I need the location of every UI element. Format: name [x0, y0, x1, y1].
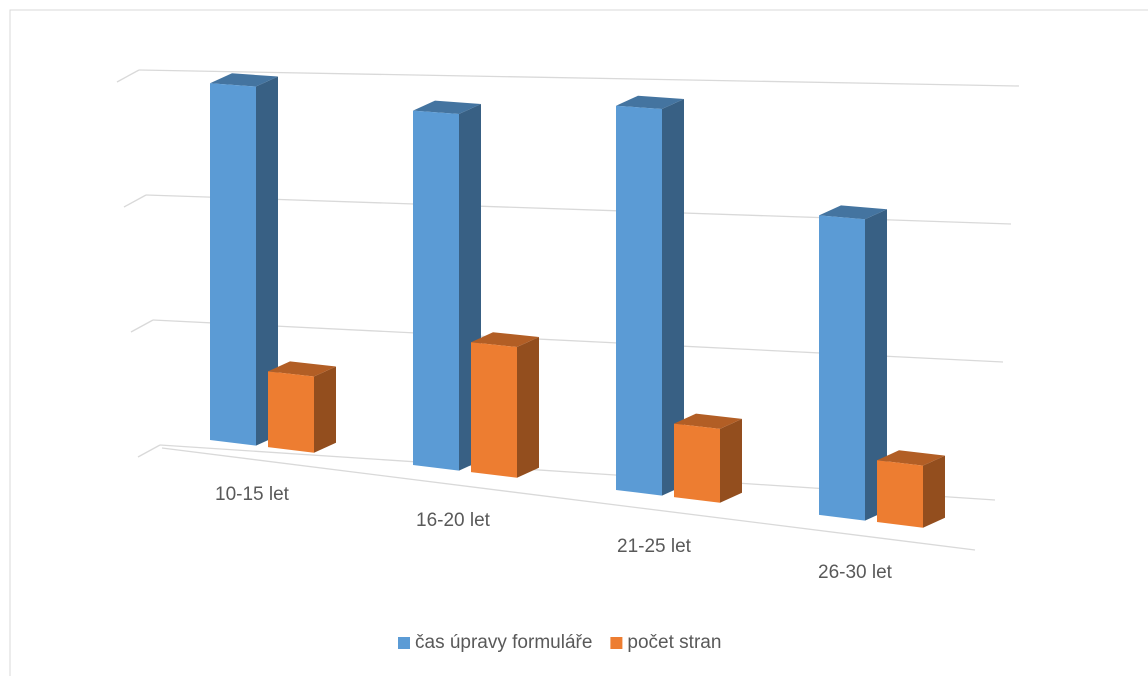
grid-side — [116, 69, 140, 83]
bar — [268, 361, 336, 453]
bar-side — [517, 337, 539, 478]
bar — [877, 450, 945, 528]
bar — [819, 205, 887, 521]
x-tick-label: 16-20 let — [416, 510, 491, 531]
bar-top — [877, 450, 945, 466]
grid-side — [123, 194, 147, 208]
grid-side — [137, 444, 161, 458]
bar-side — [720, 418, 742, 503]
bar-front — [674, 423, 720, 503]
bar-side — [256, 76, 278, 446]
bar-top — [210, 73, 278, 87]
bar-top — [471, 332, 539, 348]
bar-side — [314, 366, 336, 453]
floor-front — [161, 447, 976, 551]
legend-swatch — [398, 637, 410, 649]
bar-top — [616, 95, 684, 109]
bar — [413, 100, 481, 471]
legend-label: počet stran — [627, 632, 721, 653]
bar — [210, 73, 278, 446]
bar — [674, 413, 742, 503]
bar-front — [877, 460, 923, 528]
x-tick-label: 26-30 let — [818, 562, 893, 583]
chart-border — [9, 9, 1148, 676]
bar-top — [413, 100, 481, 115]
grid-line — [138, 69, 1020, 87]
x-tick-label: 10-15 let — [215, 484, 290, 505]
bar-side — [865, 209, 887, 521]
bar-top — [674, 413, 742, 429]
bar-front — [819, 215, 865, 521]
bar-top — [268, 361, 336, 377]
grid-side — [130, 319, 154, 333]
bar — [616, 95, 684, 496]
legend-swatch — [610, 637, 623, 649]
bar — [471, 332, 539, 478]
bar-front — [210, 83, 256, 446]
legend-label: čas úpravy formuláře — [415, 632, 592, 653]
bar-front — [616, 105, 662, 496]
bar-front — [471, 342, 517, 478]
bar-front — [413, 110, 459, 471]
bar-front — [268, 371, 314, 453]
x-tick-label: 21-25 let — [617, 536, 692, 557]
bar-top — [819, 205, 887, 220]
bar-side — [923, 455, 945, 528]
bar-side — [662, 98, 684, 496]
